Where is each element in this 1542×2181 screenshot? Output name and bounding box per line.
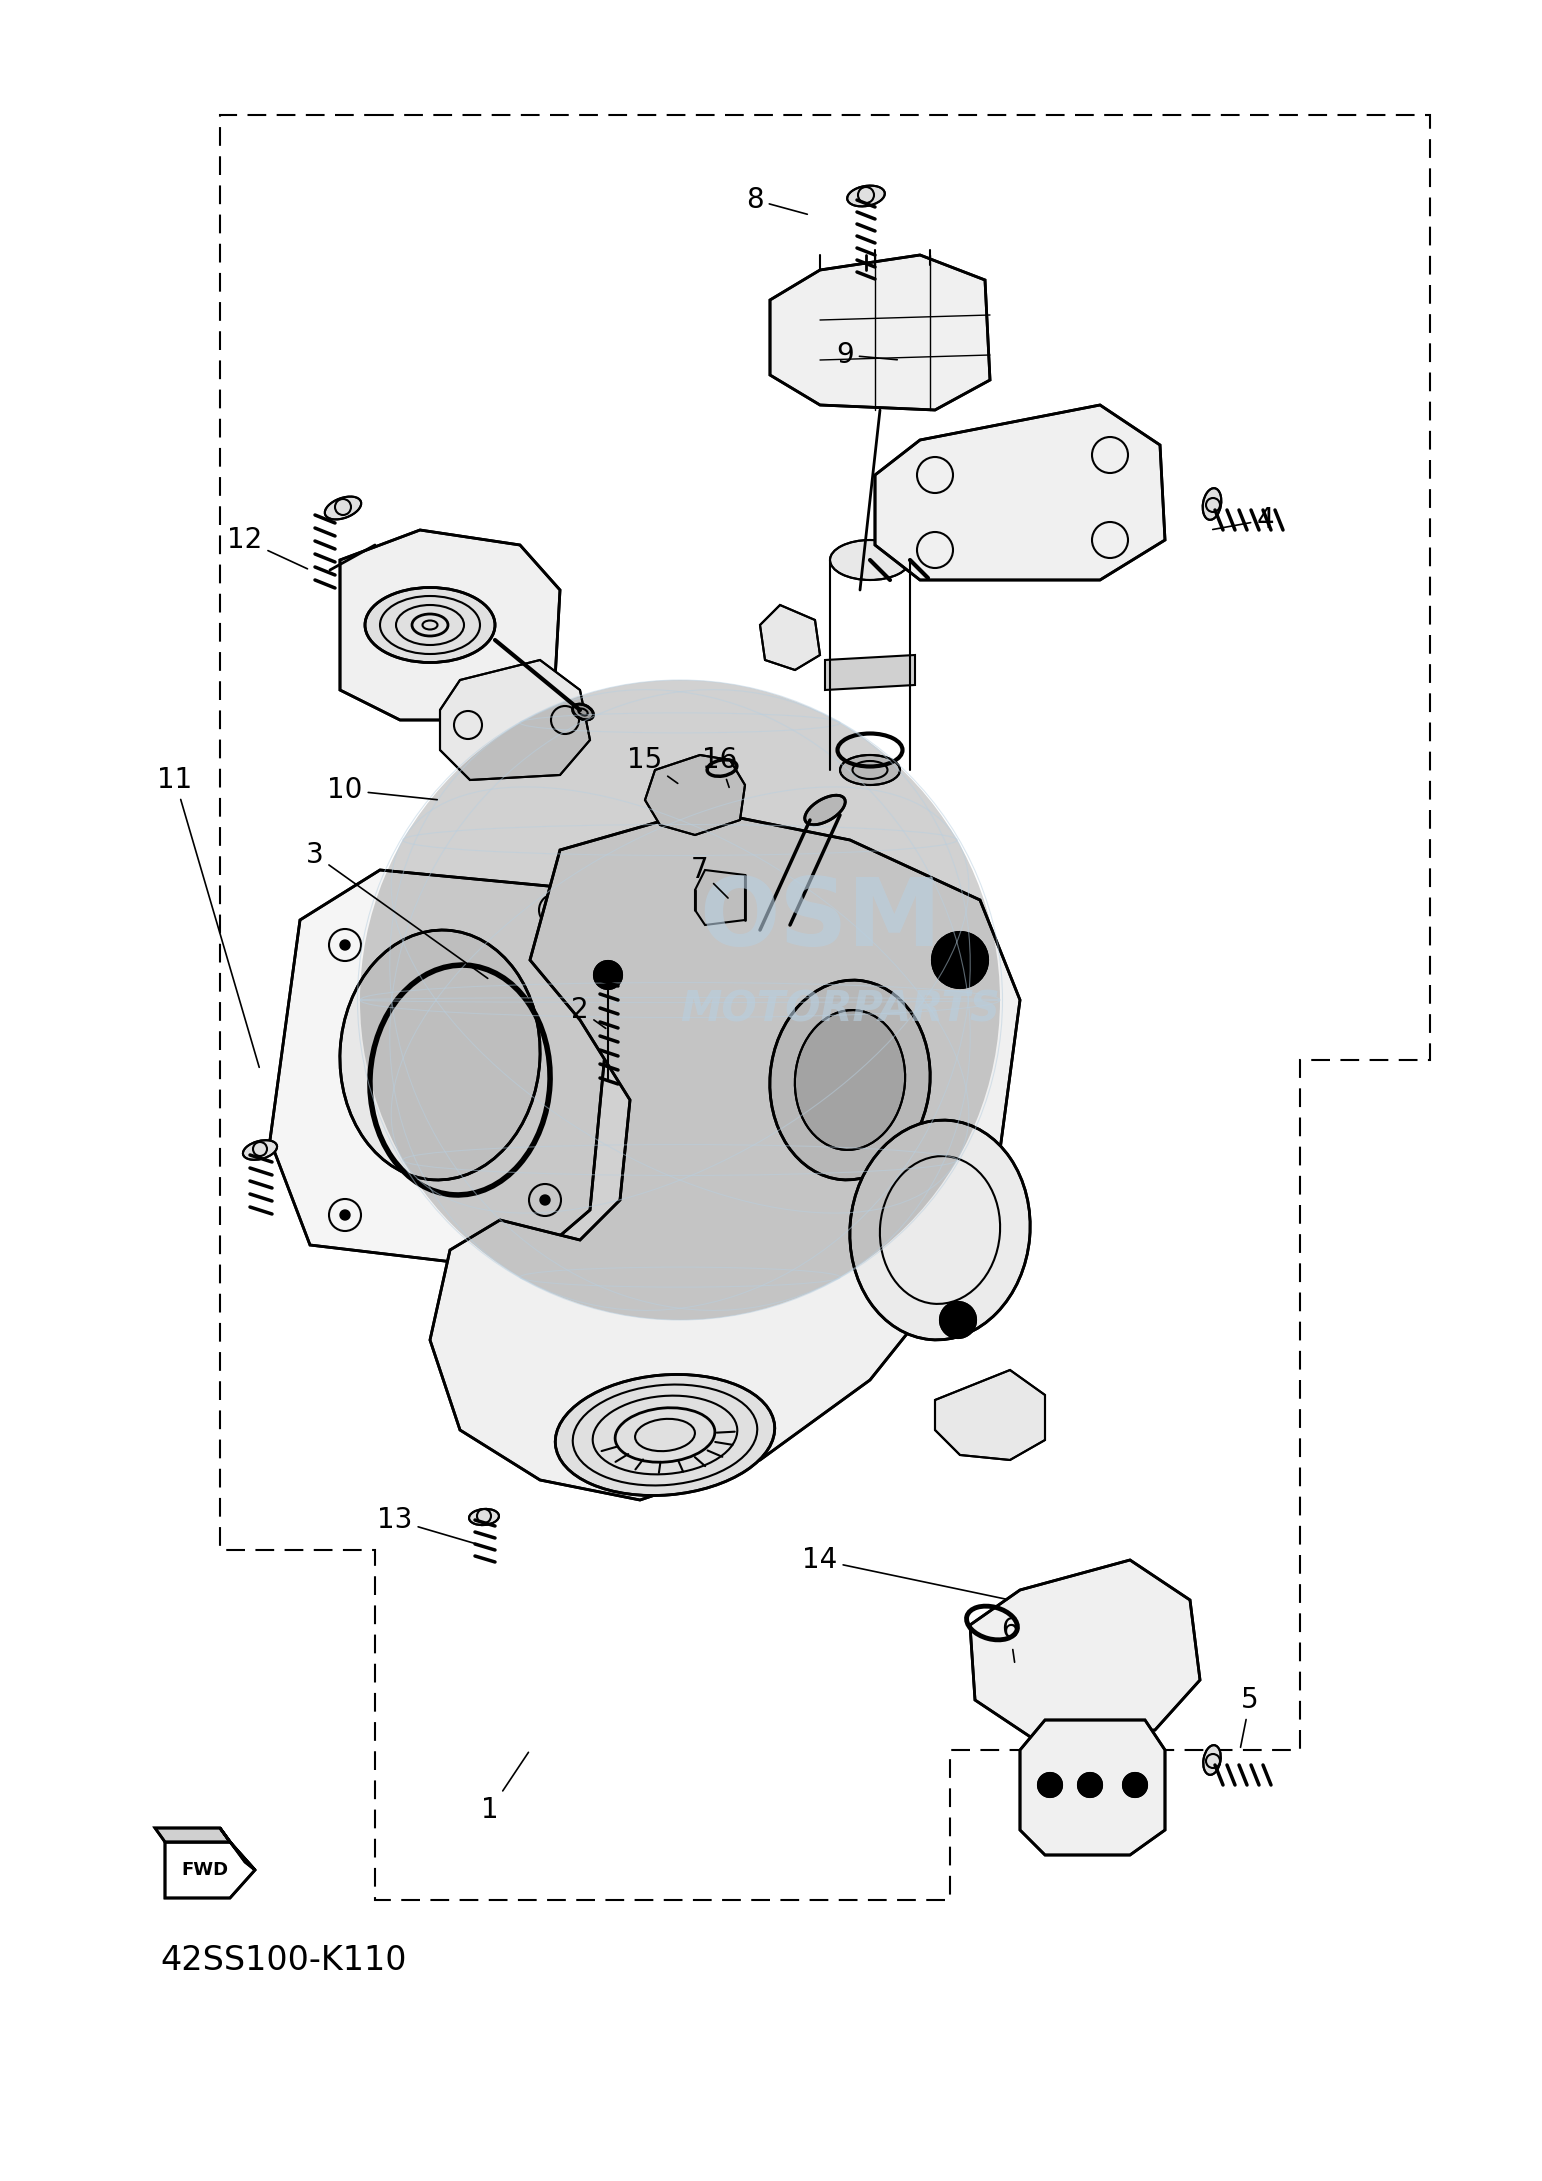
- Polygon shape: [165, 1843, 254, 1897]
- Ellipse shape: [365, 587, 495, 663]
- Polygon shape: [695, 870, 745, 925]
- Polygon shape: [156, 1828, 230, 1843]
- Text: 8: 8: [746, 185, 808, 214]
- Ellipse shape: [1203, 489, 1221, 519]
- Text: 12: 12: [227, 526, 307, 569]
- Text: 16: 16: [702, 746, 737, 787]
- Polygon shape: [270, 870, 611, 1269]
- Text: 11: 11: [157, 766, 259, 1067]
- Text: MOTORPARTS: MOTORPARTS: [680, 988, 999, 1032]
- Circle shape: [550, 905, 560, 916]
- Polygon shape: [430, 809, 1019, 1501]
- Ellipse shape: [244, 1141, 278, 1160]
- Circle shape: [1123, 1773, 1147, 1797]
- Polygon shape: [970, 1559, 1200, 1740]
- Polygon shape: [439, 661, 591, 781]
- Text: 42SS100-K110: 42SS100-K110: [160, 1943, 407, 1976]
- Text: 1: 1: [481, 1751, 529, 1823]
- Ellipse shape: [794, 1010, 905, 1149]
- Circle shape: [941, 1302, 976, 1337]
- Ellipse shape: [850, 1121, 1030, 1339]
- Ellipse shape: [572, 704, 594, 720]
- Text: 3: 3: [307, 842, 487, 979]
- Circle shape: [359, 680, 1001, 1320]
- Polygon shape: [1019, 1721, 1166, 1856]
- Circle shape: [339, 940, 350, 951]
- Text: 2: 2: [571, 997, 606, 1029]
- Ellipse shape: [840, 755, 901, 785]
- Circle shape: [1038, 1773, 1062, 1797]
- Ellipse shape: [769, 979, 930, 1180]
- Polygon shape: [645, 755, 745, 835]
- Circle shape: [594, 962, 621, 988]
- Text: 15: 15: [628, 746, 678, 783]
- Polygon shape: [769, 255, 990, 410]
- Polygon shape: [339, 530, 560, 720]
- Polygon shape: [760, 604, 820, 670]
- Circle shape: [1078, 1773, 1103, 1797]
- Text: FWD: FWD: [182, 1860, 228, 1880]
- Text: 5: 5: [1241, 1686, 1258, 1747]
- Text: 13: 13: [378, 1507, 478, 1544]
- Circle shape: [540, 1195, 550, 1204]
- Text: 10: 10: [327, 776, 438, 805]
- Ellipse shape: [339, 929, 540, 1180]
- Circle shape: [931, 931, 988, 988]
- Polygon shape: [221, 1828, 254, 1869]
- Text: 6: 6: [1001, 1616, 1019, 1662]
- Text: 7: 7: [691, 855, 728, 899]
- Text: OSM: OSM: [699, 875, 941, 966]
- Ellipse shape: [1203, 1745, 1221, 1775]
- Ellipse shape: [805, 796, 845, 824]
- Ellipse shape: [699, 879, 742, 912]
- Text: 14: 14: [802, 1546, 1007, 1599]
- Ellipse shape: [325, 497, 361, 519]
- Polygon shape: [934, 1370, 1045, 1459]
- Ellipse shape: [555, 1374, 774, 1496]
- Ellipse shape: [847, 185, 885, 207]
- Text: 4: 4: [1212, 506, 1274, 534]
- Polygon shape: [874, 406, 1166, 580]
- Circle shape: [339, 1210, 350, 1219]
- Text: 9: 9: [836, 340, 897, 369]
- Polygon shape: [825, 654, 914, 689]
- Ellipse shape: [830, 541, 910, 580]
- Ellipse shape: [469, 1509, 500, 1525]
